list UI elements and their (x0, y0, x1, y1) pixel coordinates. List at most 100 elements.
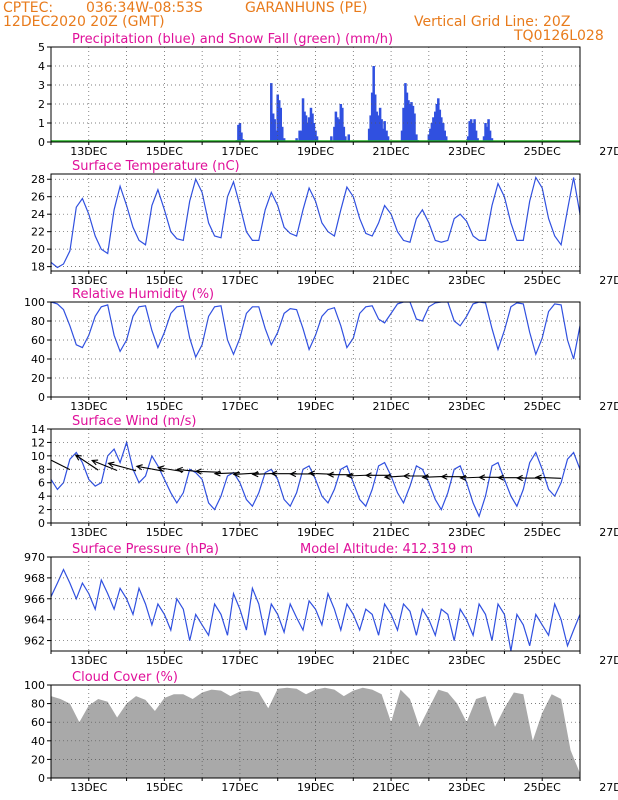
y-tick-label: 2 (38, 98, 45, 111)
y-tick-label: 12 (31, 436, 45, 449)
precip-bar (404, 83, 407, 142)
cloud-cover-area (51, 687, 580, 778)
precip-bar (476, 138, 479, 142)
x-tick-label: 27DEC (599, 145, 618, 158)
x-tick-label: 15DEC (146, 654, 183, 667)
precip-bar (468, 121, 471, 142)
precip-bar (482, 136, 486, 142)
y-tick-label: 8 (38, 463, 45, 476)
precip-bar (484, 123, 487, 142)
y-tick-label: 40 (31, 353, 45, 366)
y-tick-label: 0 (38, 772, 45, 785)
precip-bar (400, 130, 404, 142)
precip-bar (304, 115, 308, 142)
precip-bar (490, 138, 494, 142)
y-tick-label: 20 (31, 372, 45, 385)
temperature-series-line (51, 175, 580, 269)
precip-bar (274, 130, 278, 142)
panel-temperature: 18 20 22 24 26 28 13DEC 15DEC 17DEC 19DEC 21DEC 23D… (31, 159, 618, 287)
panel-cloud: 0 20 40 60 80 100 13DEC 15DEC 17DEC 19DEC 21DEC 23D… (24, 670, 618, 794)
y-tick-label: 0 (38, 391, 45, 404)
y-tick-label: 964 (24, 614, 45, 627)
precip-bar (438, 109, 442, 142)
precip-bar (334, 111, 338, 142)
x-tick-label: 25DEC (524, 400, 561, 413)
wind-vector-arrow (74, 454, 99, 471)
panel-humidity: 0 20 40 60 80 100 13DEC 15DEC 17DEC 19DEC 21DEC 23D… (24, 287, 618, 413)
precip-bar (240, 132, 243, 142)
precip-bar (369, 115, 372, 142)
x-tick-label: 21DEC (373, 400, 410, 413)
x-tick-label: 19DEC (297, 654, 334, 667)
precip-bar (487, 119, 490, 142)
precip-bar (432, 117, 435, 142)
x-tick-label: 15DEC (146, 274, 183, 287)
init-time-label: 12DEC2020 20Z (GMT) (3, 14, 165, 30)
precip-bar (381, 128, 385, 142)
y-tick-label: 2 (38, 504, 45, 517)
precip-bar (485, 126, 489, 142)
panel-title-cloud: Cloud Cover (%) (72, 670, 178, 685)
x-tick-label: 19DEC (297, 274, 334, 287)
precip-bar (427, 134, 431, 142)
wind-vector-arrow (51, 459, 71, 471)
precip-bar (410, 102, 413, 142)
x-tick-label: 13DEC (70, 274, 107, 287)
precip-bar (314, 130, 317, 142)
x-tick-label: 27DEC (599, 400, 618, 413)
precip-bar (342, 126, 346, 142)
precip-bar (306, 123, 309, 142)
precip-bar (307, 117, 311, 142)
precip-bar (330, 136, 333, 142)
y-tick-label: 40 (31, 735, 45, 748)
precip-bar (375, 111, 378, 142)
y-tick-label: 970 (24, 551, 45, 564)
precip-bar (411, 105, 415, 142)
x-tick-label: 27DEC (599, 781, 618, 794)
precip-bar (277, 100, 281, 142)
precip-bar (408, 104, 412, 142)
y-tick-label: 100 (24, 679, 45, 692)
precip-bar (380, 119, 383, 142)
x-tick-label: 15DEC (146, 526, 183, 539)
x-tick-label: 23DEC (448, 145, 485, 158)
chart-header: CPTEC: 036:34W-08:53S GARANHUNS (PE) 12D… (0, 0, 618, 50)
precip-bar (488, 130, 492, 142)
precip-bar (341, 107, 344, 142)
y-tick-label: 5 (38, 41, 45, 54)
precip-bar (238, 123, 242, 142)
precip-bar (430, 123, 434, 142)
y-tick-label: 14 (31, 423, 45, 436)
precip-bar (309, 107, 313, 142)
plot-area-humidity (51, 302, 580, 360)
precip-bar (469, 119, 473, 142)
x-tick-label: 17DEC (221, 781, 258, 794)
precip-bar (373, 94, 377, 142)
precip-bar (270, 83, 273, 142)
y-tick-label: 4 (38, 60, 45, 73)
precip-bar (336, 117, 339, 142)
y-tick-label: 966 (24, 593, 45, 606)
x-tick-label: 15DEC (146, 781, 183, 794)
y-tick-label: 1 (38, 117, 45, 130)
x-tick-label: 17DEC (221, 526, 258, 539)
panel-title-precip: Precipitation (blue) and Snow Fall (gree… (72, 32, 393, 47)
precip-bar (437, 98, 440, 142)
x-tick-label: 23DEC (448, 274, 485, 287)
y-tick-label: 20 (31, 753, 45, 766)
wind-vector-arrow (135, 464, 165, 472)
precip-bar (295, 138, 298, 142)
precip-bar (315, 136, 319, 142)
wind-vector-arrow (534, 474, 562, 481)
precip-bar (440, 117, 443, 142)
x-tick-label: 13DEC (70, 654, 107, 667)
precip-bar (434, 111, 437, 142)
precip-bar (344, 136, 347, 142)
x-tick-label: 17DEC (221, 145, 258, 158)
precip-bar (237, 124, 240, 142)
precip-bar (386, 136, 390, 142)
source-label: CPTEC: (3, 0, 54, 16)
precip-bar (301, 98, 305, 142)
y-tick-label: 968 (24, 572, 45, 585)
